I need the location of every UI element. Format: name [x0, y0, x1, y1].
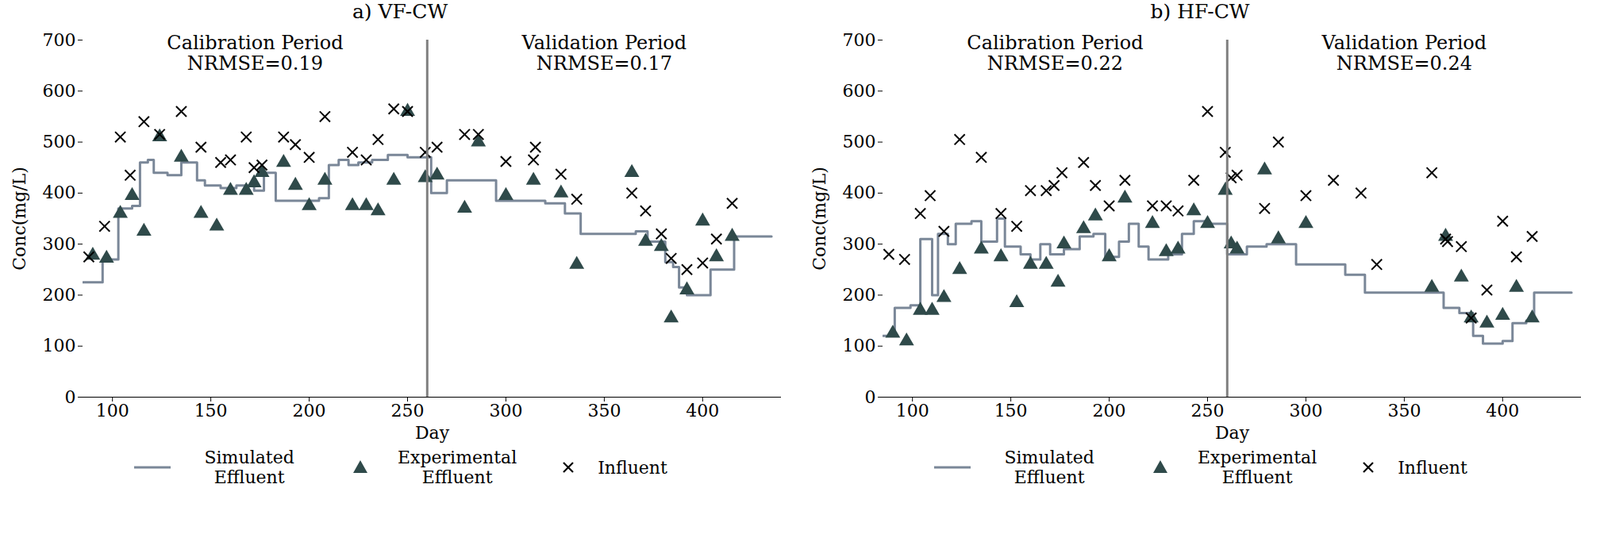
svg-text:350: 350 [587, 400, 621, 421]
svg-text:100: 100 [896, 400, 930, 421]
svg-text:300: 300 [842, 234, 877, 254]
html-text:Experimental Effluent: Experimental Effluent [1197, 447, 1317, 488]
svg-text:Validation PeriodNRMSE=0.17: Validation PeriodNRMSE=0.17 [521, 31, 688, 74]
html-text:Experimental Effluent: Experimental Effluent [397, 447, 517, 488]
svg-text:Calibration PeriodNRMSE=0.19: Calibration PeriodNRMSE=0.19 [166, 31, 343, 74]
svg-text:100: 100 [842, 335, 877, 356]
svg-text:Calibration PeriodNRMSE=0.22: Calibration PeriodNRMSE=0.22 [966, 31, 1143, 74]
svg-text:250: 250 [391, 400, 425, 421]
svg-text:0: 0 [65, 387, 77, 408]
svg-text:Day: Day [1215, 423, 1250, 443]
svg-text:300: 300 [1288, 400, 1323, 421]
svg-text:200: 200 [292, 400, 327, 421]
svg-text:250: 250 [1191, 400, 1225, 421]
html-text:a) VF-CW: a) VF-CW [352, 0, 448, 24]
svg-text:100: 100 [42, 335, 77, 356]
svg-text:200: 200 [842, 284, 877, 305]
html-text:b) HF-CW: b) HF-CW [1150, 0, 1250, 24]
svg-text:150: 150 [994, 400, 1028, 421]
svg-text:Conc(mg/L): Conc(mg/L) [809, 166, 830, 271]
html-text:Simulated Effluent: Simulated Effluent [204, 447, 295, 488]
svg-text:Validation PeriodNRMSE=0.24: Validation PeriodNRMSE=0.24 [1321, 31, 1488, 74]
svg-text:400: 400 [42, 182, 77, 203]
svg-text:0: 0 [865, 387, 877, 408]
svg-text:500: 500 [42, 131, 77, 152]
html-text:Influent: Influent [1397, 457, 1468, 478]
svg-text:600: 600 [42, 80, 77, 101]
svg-text:400: 400 [685, 400, 720, 421]
svg-text:150: 150 [194, 400, 228, 421]
svg-text:400: 400 [842, 182, 877, 203]
svg-text:200: 200 [42, 284, 77, 305]
svg-text:300: 300 [488, 400, 523, 421]
html-text:Influent: Influent [597, 457, 668, 478]
svg-text:Conc(mg/L): Conc(mg/L) [9, 166, 30, 271]
svg-text:350: 350 [1387, 400, 1421, 421]
svg-text:200: 200 [1092, 400, 1127, 421]
html-text:Simulated Effluent: Simulated Effluent [1004, 447, 1095, 488]
svg-text:700: 700 [42, 30, 77, 50]
svg-text:400: 400 [1485, 400, 1520, 421]
svg-text:700: 700 [842, 30, 877, 50]
svg-text:300: 300 [42, 234, 77, 254]
svg-text:600: 600 [842, 80, 877, 101]
svg-text:Day: Day [415, 423, 450, 443]
svg-text:100: 100 [96, 400, 130, 421]
svg-text:500: 500 [842, 131, 877, 152]
